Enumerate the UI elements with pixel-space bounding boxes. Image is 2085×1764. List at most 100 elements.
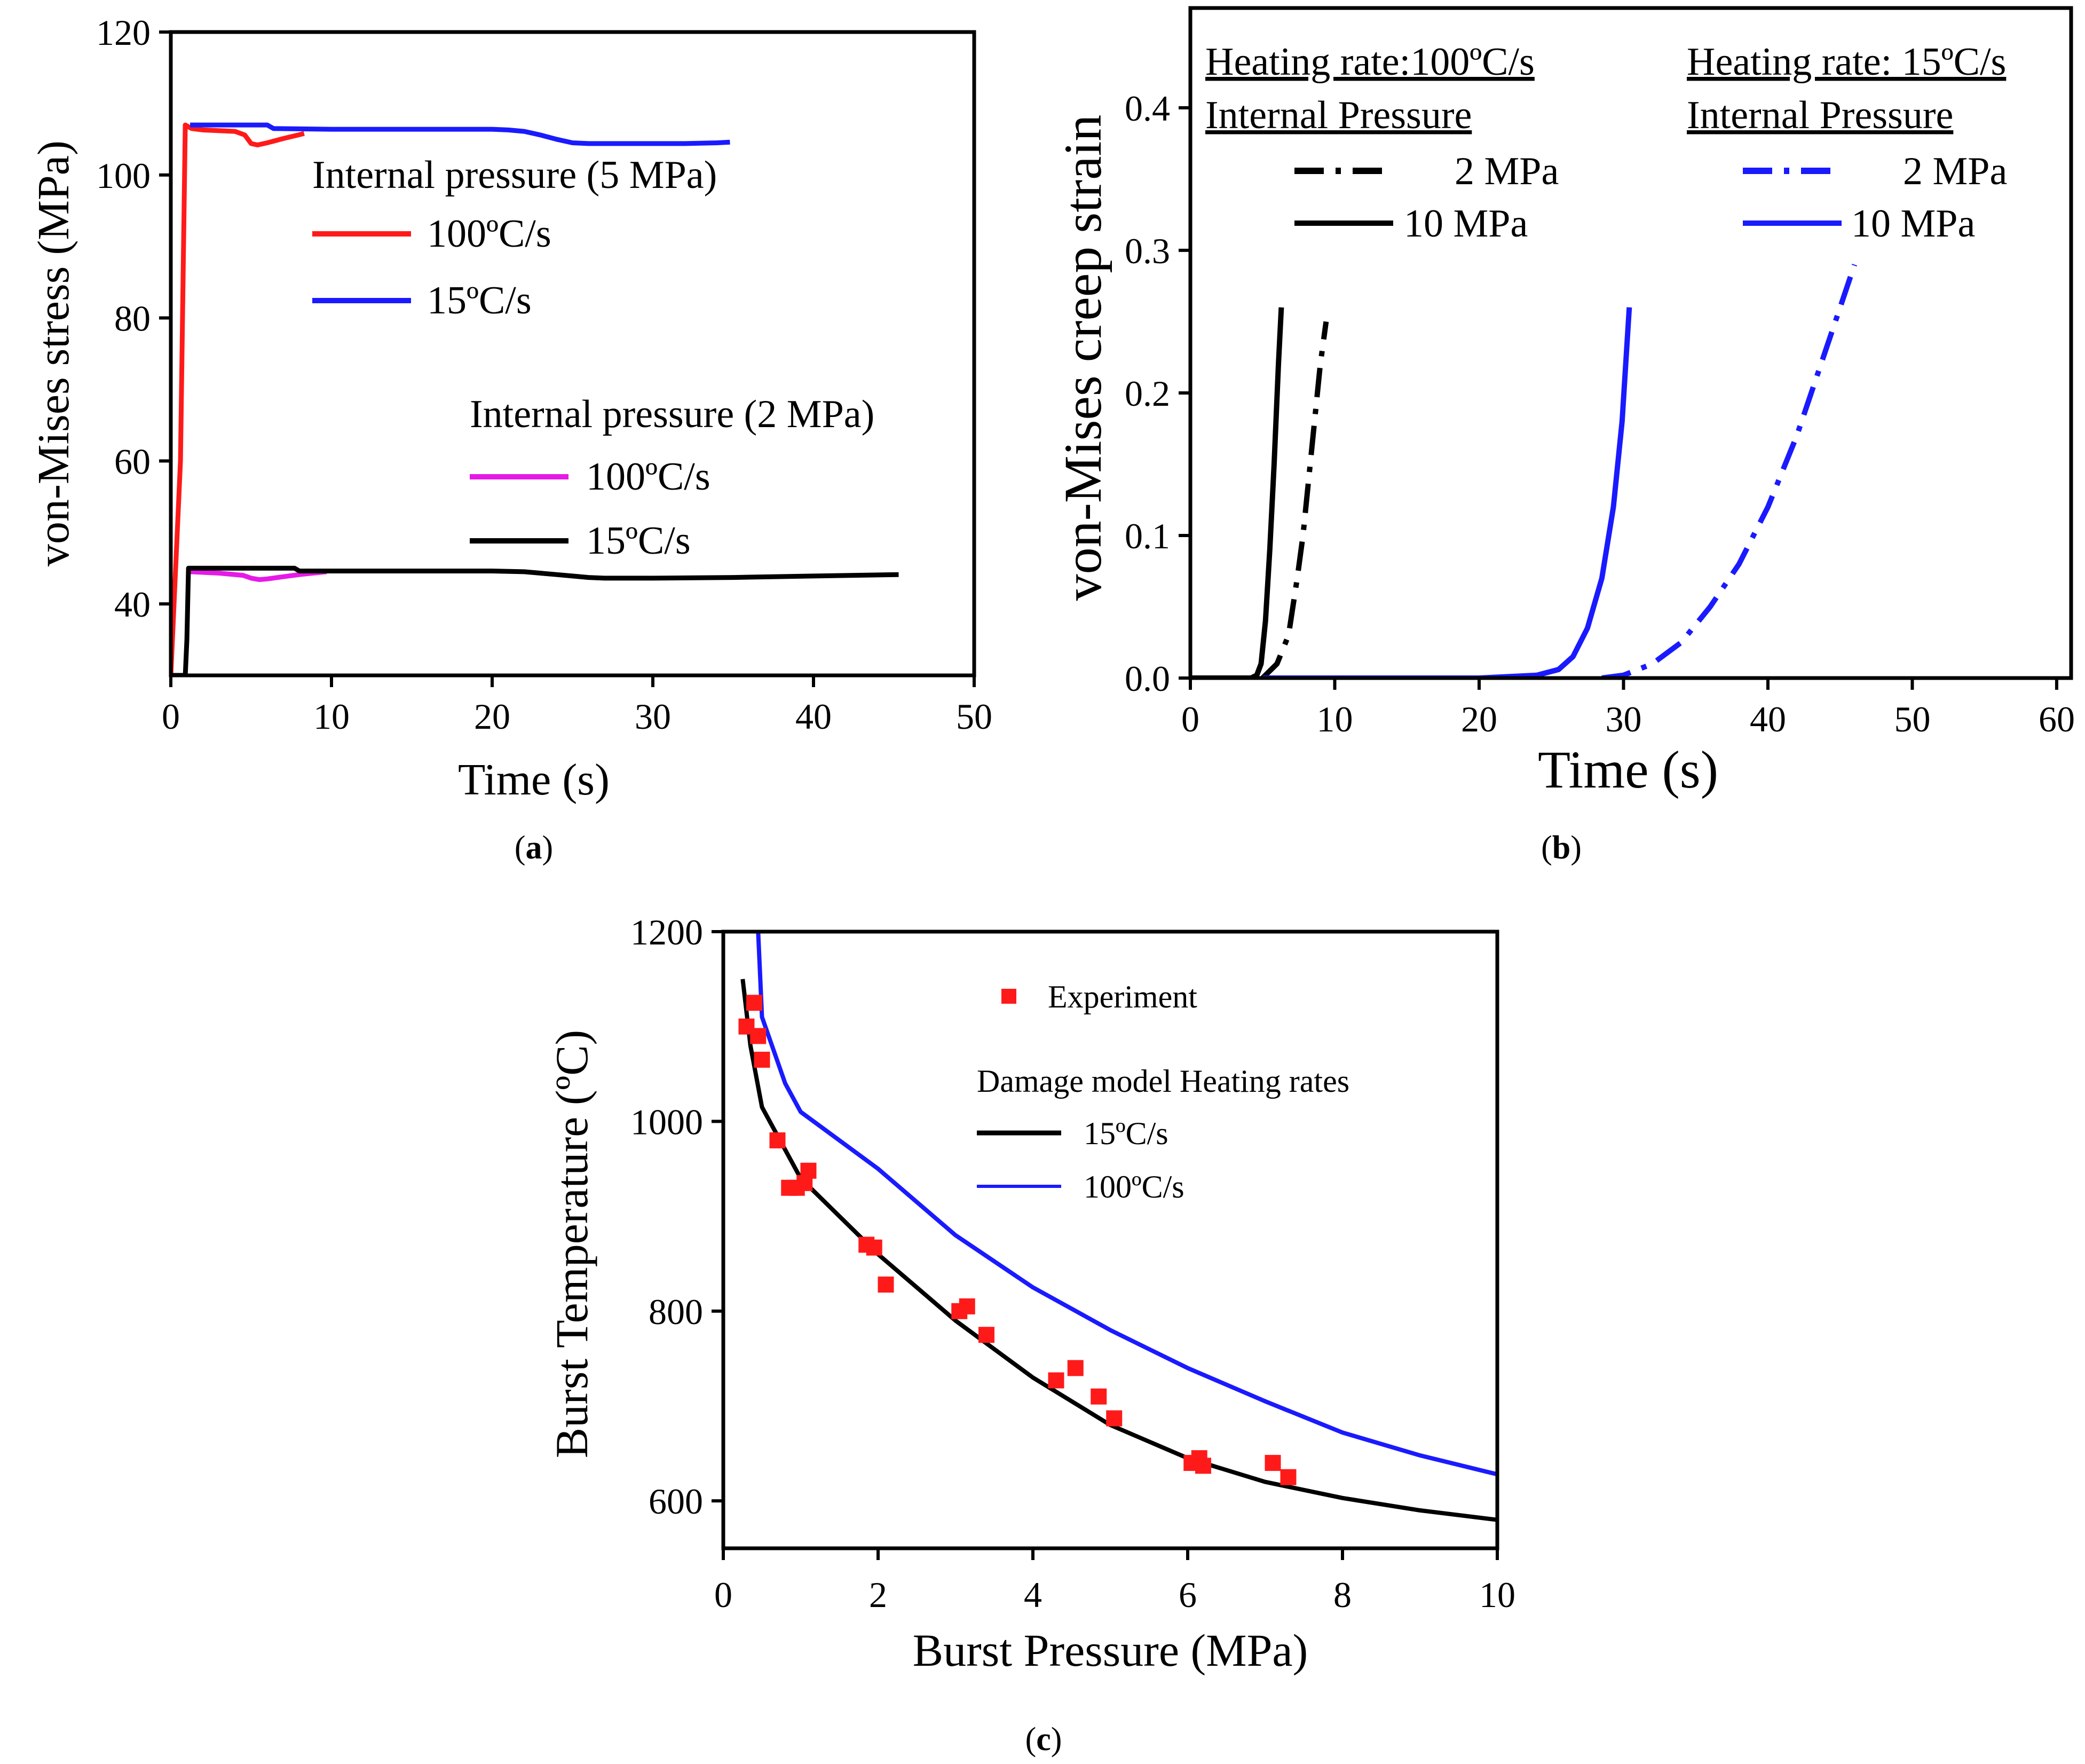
panel-b-series <box>1190 264 1858 678</box>
panel-b-legend-sub-15: Internal Pressure <box>1687 93 1953 137</box>
legend-label-b-1: 2 MPa <box>1455 149 1559 193</box>
panel-c-label-close: ) <box>1051 1721 1062 1758</box>
x-tick-label-c: 8 <box>1333 1574 1352 1615</box>
legend-label-a-4: 15ºC/s <box>586 519 691 563</box>
legend-marker-experiment <box>1001 989 1016 1004</box>
x-tick-label-c: 6 <box>1179 1574 1197 1615</box>
experiment-point <box>1106 1410 1123 1427</box>
experiment-point <box>800 1162 817 1179</box>
panel-a-legend-title-2mpa: Internal pressure (2 MPa) <box>470 392 874 436</box>
panel-c-experiment-points <box>738 995 1297 1485</box>
panel-b-frame <box>1188 6 2073 680</box>
panel-b-ylabel: von-Mises creep strain <box>1053 115 1112 601</box>
x-tick-label-b: 0 <box>1181 699 1199 739</box>
experiment-point <box>1265 1455 1281 1471</box>
panel-c-series <box>740 932 1497 1522</box>
y-tick-label-c: 600 <box>649 1481 703 1522</box>
panel-a-frame <box>169 30 976 678</box>
x-tick-label-a: 30 <box>635 696 671 737</box>
panel-a-legend-title-5mpa: Internal pressure (5 MPa) <box>312 153 717 197</box>
panel-c: 0 2 4 6 8 10 600 800 1000 1200 Burst Pressure (MP… <box>546 912 1515 1758</box>
legend-label-a-3: 100ºC/s <box>586 455 710 499</box>
x-tick-label-b: 20 <box>1461 699 1497 739</box>
panel-b-legend: Heating rate:100ºC/s Internal Pressure 2… <box>1205 40 2007 246</box>
panel-a-series <box>171 122 899 675</box>
y-tick-label-a: 60 <box>114 441 151 482</box>
series-line-a-4 <box>171 565 899 675</box>
series-line-b-4 <box>1262 307 1632 678</box>
legend-label-b-2: 10 MPa <box>1404 202 1528 246</box>
panel-a-ylabel: von-Mises stress (MPa) <box>29 140 78 566</box>
panel-b: 0 10 20 30 40 50 60 0.0 0.1 0.2 0.3 0.4 Time (s) vo… <box>1053 6 2075 866</box>
panel-b-legend-heading-100: Heating rate:100ºC/s <box>1205 40 1535 84</box>
legend-label-b-4: 10 MPa <box>1851 202 1975 246</box>
panel-a-label: (a) <box>515 830 553 866</box>
y-tick-label-a: 100 <box>96 155 151 196</box>
x-tick-label-c: 2 <box>869 1574 887 1615</box>
y-tick-label-a: 40 <box>114 584 151 625</box>
panel-c-ylabel: Burst Temperature (ºC) <box>546 1030 597 1458</box>
panel-b-xlabel: Time (s) <box>1538 740 1718 799</box>
panel-b-legend-heading-15: Heating rate: 15ºC/s <box>1687 40 2006 84</box>
panel-a-label-close: ) <box>542 830 554 866</box>
x-tick-label-b: 50 <box>1894 699 1930 739</box>
legend-label-experiment: Experiment <box>1048 979 1197 1014</box>
legend-label-c-2: 100ºC/s <box>1084 1169 1184 1204</box>
y-tick-label-b: 0.4 <box>1125 88 1170 129</box>
y-tick-label-b: 0.3 <box>1125 231 1170 271</box>
x-tick-label-a: 40 <box>795 696 832 737</box>
experiment-point <box>959 1298 975 1314</box>
panel-b-label: (b) <box>1541 830 1582 866</box>
experiment-point <box>769 1132 786 1148</box>
panel-c-legend: Experiment Damage model Heating rates 15… <box>977 979 1349 1204</box>
x-tick-label-b: 60 <box>2039 699 2075 739</box>
y-tick-label-b: 0.0 <box>1125 658 1170 699</box>
panel-c-frame <box>721 930 1499 1550</box>
panel-c-xlabel: Burst Pressure (MPa) <box>913 1625 1308 1676</box>
y-tick-label-c: 800 <box>649 1292 703 1332</box>
panel-a-legend: Internal pressure (5 MPa) 100ºC/s 15ºC/s… <box>312 153 874 563</box>
panel-c-label-letter: c <box>1036 1721 1051 1758</box>
y-tick-label-c: 1200 <box>630 912 703 952</box>
y-tick-label-a: 80 <box>114 298 151 339</box>
x-tick-label-c: 4 <box>1024 1574 1042 1615</box>
experiment-point <box>978 1327 994 1343</box>
experiment-point <box>1195 1458 1211 1474</box>
series-line-b-2 <box>1190 307 1284 678</box>
panel-b-ticks: 0 10 20 30 40 50 60 0.0 0.1 0.2 0.3 0.4 <box>1125 88 2075 739</box>
x-tick-label-a: 50 <box>956 696 992 737</box>
panel-b-label-open: ( <box>1541 830 1552 866</box>
series-line-a-2 <box>190 122 730 146</box>
series-line-a-3 <box>189 569 327 582</box>
panel-c-label-open: ( <box>1025 1721 1037 1758</box>
x-tick-label-a: 10 <box>313 696 350 737</box>
legend-label-b-3: 2 MPa <box>1903 149 2007 193</box>
y-tick-label-a: 120 <box>96 12 151 53</box>
panel-b-label-close: ) <box>1570 830 1582 866</box>
y-tick-label-b: 0.1 <box>1125 516 1170 556</box>
experiment-point <box>1091 1388 1107 1405</box>
legend-label-a-1: 100ºC/s <box>427 212 551 256</box>
panel-a: 0 10 20 30 40 50 40 60 80 100 120 Time (s) von-Mis… <box>29 12 992 866</box>
legend-label-a-2: 15ºC/s <box>427 279 532 322</box>
x-tick-label-c: 10 <box>1479 1574 1515 1615</box>
legend-label-c-1: 15ºC/s <box>1084 1116 1168 1151</box>
experiment-point <box>1067 1360 1084 1376</box>
experiment-point <box>878 1277 894 1293</box>
experiment-point <box>750 1028 767 1044</box>
experiment-point <box>746 995 762 1011</box>
series-line-b-3 <box>1601 264 1858 678</box>
experiment-point <box>1280 1469 1297 1485</box>
panel-a-xlabel: Time (s) <box>458 755 610 805</box>
experiment-point <box>754 1051 770 1068</box>
panel-b-label-letter: b <box>1552 830 1570 866</box>
series-line-a-1 <box>171 122 305 675</box>
y-tick-label-b: 0.2 <box>1125 373 1170 414</box>
x-tick-label-c: 0 <box>714 1574 732 1615</box>
series-line-b-1 <box>1260 321 1329 678</box>
x-tick-label-a: 0 <box>162 696 180 737</box>
experiment-point <box>1048 1372 1064 1389</box>
panel-a-ticks: 0 10 20 30 40 50 40 60 80 100 120 <box>96 12 992 737</box>
panel-b-legend-sub-100: Internal Pressure <box>1205 93 1472 137</box>
